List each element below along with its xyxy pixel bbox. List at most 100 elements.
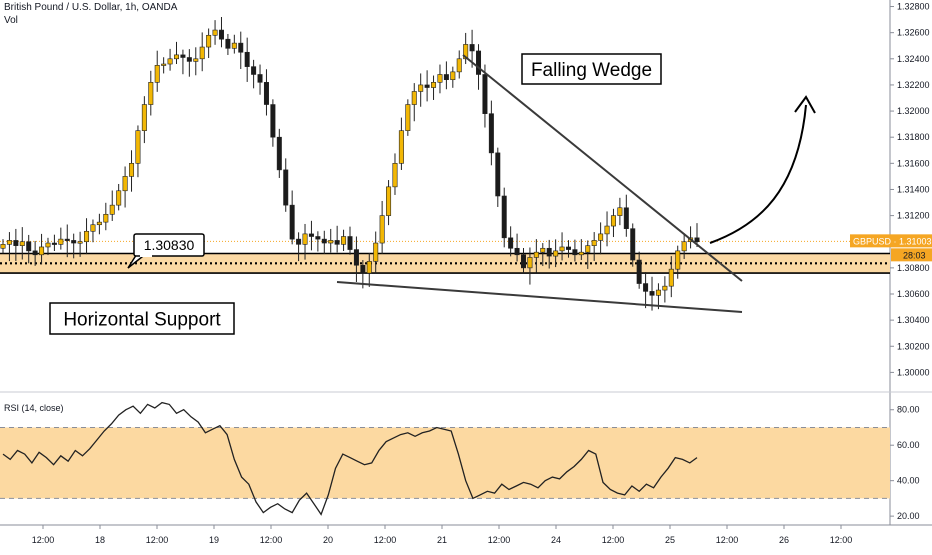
candle-body (141, 104, 147, 131)
candles-layer (0, 16, 700, 311)
falling-wedge-label-text: Falling Wedge (531, 60, 652, 81)
candle-body (469, 44, 475, 52)
candle-body (315, 236, 321, 240)
candle-body (366, 261, 372, 274)
wedge-upper-trendline (462, 54, 743, 282)
candle-body (643, 283, 649, 292)
candle-body (662, 285, 668, 291)
time-tick-label: 18 (95, 535, 105, 545)
candle-body (206, 34, 212, 48)
candle-body (0, 244, 6, 249)
candle-body (64, 238, 70, 241)
candle-body (199, 46, 205, 60)
rsi-band (0, 427, 890, 499)
candle-body (437, 74, 443, 83)
candle-body (655, 289, 661, 296)
candle-body (244, 51, 250, 67)
candle-body (276, 136, 282, 171)
horizontal-support-label-text: Horizontal Support (63, 309, 221, 330)
candle-body (572, 249, 578, 256)
candle-body (636, 259, 642, 284)
wedge-lines-layer (336, 54, 816, 313)
price-tick-label: 1.30800 (897, 263, 930, 273)
candle-body (19, 241, 25, 246)
price-tick-label: 1.30400 (897, 315, 930, 325)
projection-arrow (709, 104, 807, 244)
candle-body (379, 215, 385, 244)
candle-body (270, 104, 276, 138)
candle-body (450, 71, 456, 81)
candle-body (148, 82, 154, 105)
falling-wedge-label-box (521, 53, 662, 85)
price-tick-label: 1.32800 (897, 2, 930, 12)
rsi-layer: RSI (14, close) (0, 401, 890, 516)
candle-body (129, 163, 135, 177)
candle-body (328, 240, 334, 244)
projection-arrow-head (794, 95, 816, 114)
candle-body (96, 221, 102, 226)
support-callout-box (133, 233, 205, 257)
rsi-title: RSI (14, close) (4, 403, 64, 413)
candle-body (116, 190, 122, 206)
candle-body (45, 242, 51, 248)
rsi-tick-label: 40.00 (897, 476, 920, 486)
candle-body (167, 58, 173, 65)
candle-body (180, 54, 186, 58)
candle-body (392, 163, 398, 188)
wedge-lower-trendline (336, 281, 743, 313)
candle-body (77, 241, 83, 244)
time-tick-label: 12:00 (146, 535, 169, 545)
candle-body (578, 251, 584, 256)
candle-body (225, 38, 231, 49)
price-tick-label: 1.32000 (897, 106, 930, 116)
candle-body (476, 50, 482, 75)
support-zone-layer (0, 240, 890, 274)
candle-body (212, 29, 218, 36)
candle-body (308, 233, 314, 237)
rsi-line (2, 401, 698, 516)
price-tick-label: 1.31800 (897, 132, 930, 142)
candle-body (154, 65, 160, 83)
candle-body (6, 240, 12, 245)
candle-body (386, 186, 392, 216)
candle-body (598, 233, 604, 241)
time-tick-label: 12:00 (602, 535, 625, 545)
chart-title: British Pound / U.S. Dollar, 1h, OANDA (4, 2, 178, 13)
candle-body (263, 82, 269, 105)
countdown-box (891, 248, 932, 262)
time-tick-label: 12:00 (716, 535, 739, 545)
time-tick-label: 24 (551, 535, 561, 545)
price-tick-label: 1.32600 (897, 28, 930, 38)
time-tick-label: 12:00 (374, 535, 397, 545)
price-tick-label: 1.30000 (897, 367, 930, 377)
time-tick-label: 20 (323, 535, 333, 545)
candle-body (283, 169, 289, 206)
candle-body (373, 242, 379, 262)
time-tick-label: 25 (665, 535, 675, 545)
volume-label: Vol (4, 15, 18, 26)
candle-body (193, 58, 199, 62)
price-tick-label: 1.32200 (897, 80, 930, 90)
candle-body (559, 246, 565, 252)
candle-body (565, 246, 571, 250)
price-tick-label: 1.31200 (897, 211, 930, 221)
candle-body (675, 250, 681, 270)
candle-body (334, 240, 340, 245)
candle-body (533, 251, 539, 258)
candle-body (617, 207, 623, 216)
candle-body (424, 84, 430, 88)
price-tick-label: 1.30600 (897, 289, 930, 299)
candle-body (51, 242, 57, 245)
candle-body (553, 250, 559, 257)
rsi-tick-label: 60.00 (897, 440, 920, 450)
price-tick-label: 1.32400 (897, 54, 930, 64)
time-tick-label: 12:00 (488, 535, 511, 545)
candle-body (604, 225, 610, 235)
rsi-tick-label: 20.00 (897, 511, 920, 521)
candle-body (321, 238, 327, 244)
candle-body (360, 264, 366, 274)
candle-body (186, 57, 192, 62)
candle-body (296, 238, 302, 245)
candle-body (585, 245, 591, 253)
